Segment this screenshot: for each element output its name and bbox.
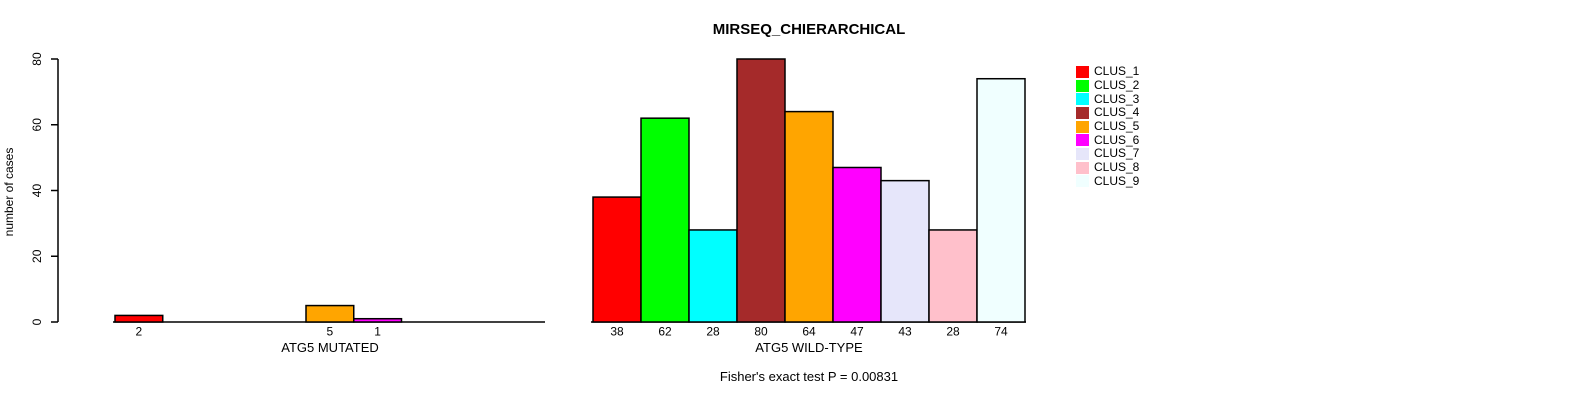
- bar-value-label: 43: [898, 325, 912, 339]
- bar-value-label: 38: [610, 325, 624, 339]
- bar-value-label: 62: [658, 325, 672, 339]
- bar-value-label: 80: [754, 325, 768, 339]
- legend-label: CLUS_8: [1094, 160, 1140, 175]
- legend-swatch-icon: [1076, 134, 1089, 147]
- legend-label: CLUS_1: [1094, 64, 1140, 79]
- bar-clus_4: [736, 58, 786, 323]
- group-label-atg5-wild-type: ATG5 WILD-TYPE: [755, 340, 863, 355]
- legend-item-clus_8: CLUS_8: [1076, 161, 1139, 175]
- bar-value-label: 64: [802, 325, 816, 339]
- legend-swatch-icon: [1076, 79, 1089, 92]
- bar-value-label: 28: [946, 325, 960, 339]
- bar-value-label: 5: [327, 325, 334, 339]
- bar-clus_6: [832, 166, 882, 323]
- y-tick-label: 60: [30, 118, 44, 132]
- legend-swatch-icon: [1076, 106, 1089, 119]
- legend-swatch-icon: [1076, 147, 1089, 160]
- legend-label: CLUS_2: [1094, 78, 1140, 93]
- group-label-atg5-mutated: ATG5 MUTATED: [281, 340, 379, 355]
- legend-swatch-icon: [1076, 161, 1089, 174]
- bar-clus_5: [784, 110, 834, 323]
- legend-label: CLUS_5: [1094, 119, 1140, 134]
- y-tick-label: 20: [30, 249, 44, 263]
- legend-swatch-icon: [1076, 175, 1089, 188]
- legend-item-clus_4: CLUS_4: [1076, 106, 1139, 120]
- bar-clus_7: [880, 179, 930, 323]
- bar-clus_8: [928, 229, 978, 323]
- legend-item-clus_9: CLUS_9: [1076, 173, 1140, 189]
- fisher-test-annotation: Fisher's exact test P = 0.00831: [719, 369, 899, 384]
- legend-swatch-icon: [1076, 120, 1089, 133]
- legend-swatch-icon: [1076, 65, 1089, 78]
- legend-item-clus_5: CLUS_5: [1076, 120, 1139, 134]
- legend-label: CLUS_6: [1094, 132, 1140, 147]
- bar-value-label: 28: [706, 325, 720, 339]
- bar-clus_1: [592, 196, 642, 323]
- bar-clus_3: [688, 229, 738, 323]
- legend-item-clus_1: CLUS_1: [1076, 65, 1139, 79]
- legend-swatch-icon: [1076, 93, 1089, 106]
- bar-value-label: 74: [994, 325, 1008, 339]
- bar-value-label: 1: [374, 325, 381, 339]
- legend-label: CLUS_4: [1094, 105, 1140, 120]
- bar-clus_1: [114, 314, 164, 323]
- bar-value-label: 2: [136, 325, 143, 339]
- legend-item-clus_3: CLUS_3: [1076, 92, 1139, 106]
- legend-label: CLUS_7: [1094, 146, 1140, 161]
- legend-label: CLUS_3: [1094, 91, 1140, 106]
- legend-item-clus_7: CLUS_7: [1076, 147, 1139, 161]
- bar-clus_2: [640, 117, 690, 323]
- legend-item-clus_2: CLUS_2: [1076, 79, 1139, 93]
- bar-clus_6: [353, 317, 403, 323]
- y-tick-label: 80: [30, 52, 44, 66]
- chart-title: MIRSEQ_CHIERARCHICAL: [712, 21, 906, 38]
- y-tick-label: 40: [30, 184, 44, 198]
- bar-value-label: 47: [850, 325, 864, 339]
- legend: CLUS_1 CLUS_2 CLUS_3 CLUS_4 CLUS_5 CLUS_6 CLUS…: [1076, 65, 1139, 188]
- legend-label: CLUS_9: [1094, 173, 1140, 188]
- y-axis-label: number of cases: [2, 147, 16, 237]
- y-tick-label: 0: [30, 318, 44, 325]
- bar-clus_9: [976, 77, 1026, 323]
- legend-item-clus_6: CLUS_6: [1076, 133, 1139, 147]
- bar-clus_5: [305, 304, 355, 323]
